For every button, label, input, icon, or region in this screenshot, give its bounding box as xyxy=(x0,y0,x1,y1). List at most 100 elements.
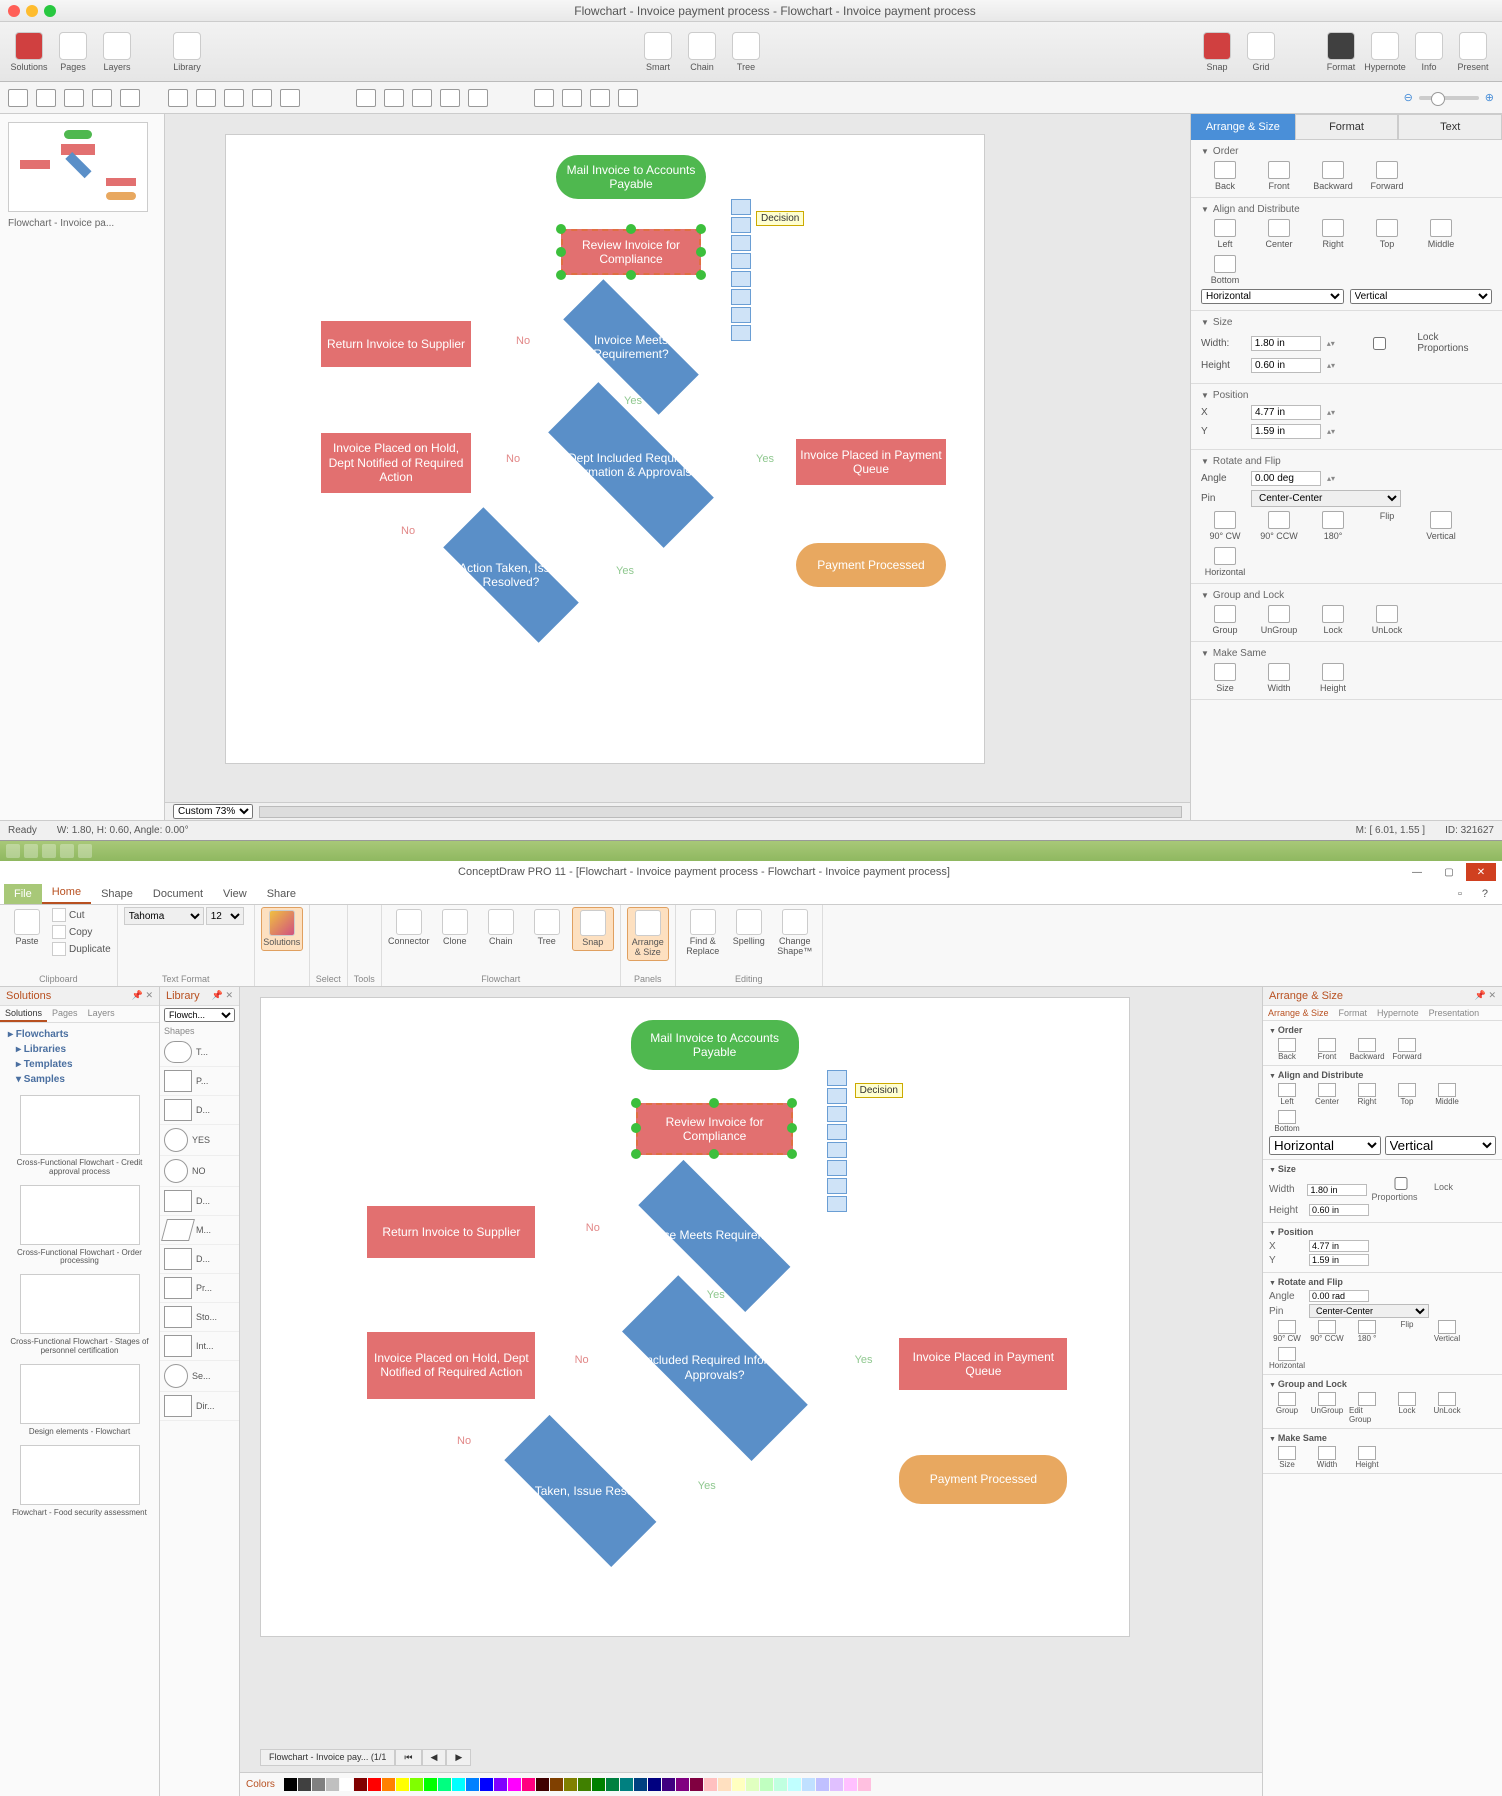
wr-lock[interactable]: Lock xyxy=(1389,1392,1425,1424)
wr-width-input[interactable] xyxy=(1307,1184,1367,1196)
wr-front-button[interactable]: Front xyxy=(1309,1038,1345,1061)
selection-handle[interactable] xyxy=(696,224,706,234)
subtab-pages[interactable]: Pages xyxy=(47,1006,83,1022)
tab-share[interactable]: Share xyxy=(257,884,306,904)
qat-open-icon[interactable] xyxy=(78,844,92,858)
hand-tool[interactable] xyxy=(562,89,582,107)
color-swatch-14[interactable] xyxy=(480,1778,493,1791)
selection-handle[interactable] xyxy=(709,1098,719,1108)
page-nav-next-icon[interactable]: ▶ xyxy=(446,1749,471,1766)
align-left-button[interactable]: Left xyxy=(1201,219,1249,249)
pos-x-input[interactable] xyxy=(1251,405,1321,420)
wr-forward-button[interactable]: Forward xyxy=(1389,1038,1425,1061)
rotate-cw-button[interactable]: 90° CW xyxy=(1201,511,1249,541)
palette-shape-5[interactable] xyxy=(827,1160,847,1176)
selection-handle[interactable] xyxy=(787,1149,797,1159)
same-width-button[interactable]: Width xyxy=(1255,663,1303,693)
lib-shape-12[interactable]: Dir... xyxy=(160,1392,239,1421)
selection-handle[interactable] xyxy=(696,270,706,280)
selection-handle[interactable] xyxy=(556,270,566,280)
lib-shape-3[interactable]: YES xyxy=(160,1125,239,1156)
wr-flip-v[interactable]: Vertical xyxy=(1429,1320,1465,1343)
tab-document[interactable]: Document xyxy=(143,884,213,904)
layers-button[interactable]: Layers xyxy=(96,32,138,72)
pos-y-input[interactable] xyxy=(1251,424,1321,439)
color-swatch-19[interactable] xyxy=(550,1778,563,1791)
selection-handle[interactable] xyxy=(696,247,706,257)
wr-same-width[interactable]: Width xyxy=(1309,1446,1345,1469)
color-swatch-13[interactable] xyxy=(466,1778,479,1791)
zoom-in-icon[interactable]: ⊕ xyxy=(1485,91,1494,104)
palette-shape-0[interactable] xyxy=(827,1070,847,1086)
color-swatch-35[interactable] xyxy=(774,1778,787,1791)
eyedropper-tool[interactable] xyxy=(590,89,610,107)
selection-handle[interactable] xyxy=(787,1123,797,1133)
palette-shape-7[interactable] xyxy=(827,1196,847,1212)
flowchart-node-n9[interactable]: Payment Processed xyxy=(796,543,946,587)
wr-unlock[interactable]: UnLock xyxy=(1429,1392,1465,1424)
tree-samples[interactable]: ▾ Samples xyxy=(6,1072,153,1087)
distribute-vert-select[interactable]: Vertical xyxy=(1350,289,1493,304)
wr-align-left[interactable]: Left xyxy=(1269,1083,1305,1106)
win-minimize-button[interactable]: — xyxy=(1402,863,1432,881)
tab-format[interactable]: Format xyxy=(1295,114,1399,140)
flowchart-node-n1[interactable]: Mail Invoice to Accounts Payable xyxy=(556,155,706,199)
pin-select[interactable]: Center-Center xyxy=(1251,490,1401,507)
color-swatch-12[interactable] xyxy=(452,1778,465,1791)
flowchart-node-n3[interactable]: Invoice Meets Requirement? xyxy=(536,307,726,387)
roundrect-tool[interactable] xyxy=(120,89,140,107)
minimize-icon[interactable] xyxy=(26,5,38,17)
sample-thumb-3[interactable] xyxy=(20,1364,140,1424)
color-swatch-38[interactable] xyxy=(816,1778,829,1791)
color-swatch-40[interactable] xyxy=(844,1778,857,1791)
palette-shape-0[interactable] xyxy=(731,199,751,215)
wr-tab-arrange[interactable]: Arrange & Size xyxy=(1263,1006,1334,1020)
wr-y-input[interactable] xyxy=(1309,1254,1369,1266)
wr-backward-button[interactable]: Backward xyxy=(1349,1038,1385,1061)
wr-x-input[interactable] xyxy=(1309,1240,1369,1252)
lib-shape-11[interactable]: Se... xyxy=(160,1361,239,1392)
color-swatch-7[interactable] xyxy=(382,1778,395,1791)
selection-handle[interactable] xyxy=(556,224,566,234)
palette-shape-6[interactable] xyxy=(827,1178,847,1194)
wr-lock-prop[interactable] xyxy=(1371,1177,1431,1190)
order-forward-button[interactable]: Forward xyxy=(1363,161,1411,191)
wr-pin-icon[interactable]: 📌 ✕ xyxy=(1475,990,1496,1002)
copy-button[interactable]: Copy xyxy=(52,924,111,940)
same-size-button[interactable]: Size xyxy=(1201,663,1249,693)
align-top-button[interactable]: Top xyxy=(1363,219,1411,249)
ribbon-collapse-icon[interactable]: ▫ xyxy=(1448,884,1472,904)
color-swatch-26[interactable] xyxy=(648,1778,661,1791)
palette-shape-2[interactable] xyxy=(827,1106,847,1122)
wr-same-size[interactable]: Size xyxy=(1269,1446,1305,1469)
lib-shape-7[interactable]: D... xyxy=(160,1245,239,1274)
lock-proportions-checkbox[interactable] xyxy=(1345,337,1415,350)
clone-button[interactable]: Clone xyxy=(434,907,476,949)
mac-canvas[interactable]: Mail Invoice to Accounts PayableReview I… xyxy=(225,134,985,764)
color-swatch-24[interactable] xyxy=(620,1778,633,1791)
rotate-180-button[interactable]: 180° xyxy=(1309,511,1357,541)
tab-view[interactable]: View xyxy=(213,884,257,904)
hypernote-button[interactable]: Hypernote xyxy=(1364,32,1406,72)
color-swatch-25[interactable] xyxy=(634,1778,647,1791)
wr-align-top[interactable]: Top xyxy=(1389,1083,1425,1106)
distribute-tool[interactable] xyxy=(440,89,460,107)
sample-thumb-4[interactable] xyxy=(20,1445,140,1505)
flowchart-node-n8[interactable]: Action Taken, Issue Resolved? xyxy=(474,1446,687,1536)
connector-tool[interactable] xyxy=(280,89,300,107)
flip-horiz-button[interactable]: Horizontal xyxy=(1201,547,1249,577)
pages-button[interactable]: Pages xyxy=(52,32,94,72)
order-front-button[interactable]: Front xyxy=(1255,161,1303,191)
color-swatch-8[interactable] xyxy=(396,1778,409,1791)
snap-button[interactable]: Snap xyxy=(572,907,614,951)
font-size-select[interactable]: 12 xyxy=(206,907,244,925)
wr-tab-format[interactable]: Format xyxy=(1334,1006,1373,1020)
color-swatch-34[interactable] xyxy=(760,1778,773,1791)
lib-pin-icon[interactable]: 📌 ✕ xyxy=(212,990,233,1002)
sample-thumb-0[interactable] xyxy=(20,1095,140,1155)
flowchart-node-n4[interactable]: Return Invoice to Supplier xyxy=(321,321,471,367)
qat-redo-icon[interactable] xyxy=(42,844,56,858)
selection-handle[interactable] xyxy=(631,1149,641,1159)
flip-button[interactable]: Flip xyxy=(1363,511,1411,541)
align-tool[interactable] xyxy=(412,89,432,107)
